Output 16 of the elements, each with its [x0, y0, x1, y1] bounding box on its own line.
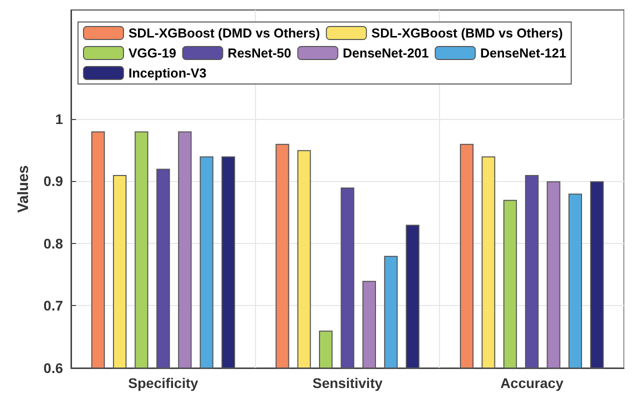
y-tick-label: 0.8 — [44, 235, 64, 252]
legend-label: VGG-19 — [128, 46, 176, 60]
y-tick-label: 0.6 — [44, 360, 64, 376]
legend-label: DenseNet-121 — [480, 46, 566, 60]
y-tick-label: 1 — [55, 110, 64, 127]
legend-label: Inception-V3 — [128, 66, 207, 80]
x-tick-label: Sensitivity — [312, 375, 383, 391]
x-tick-label: Accuracy — [500, 375, 564, 391]
y-axis-title: Values — [15, 165, 32, 213]
legend-label: SDL-XGBoost (DMD vs Others) — [128, 26, 320, 40]
x-tick-label: Specificity — [128, 375, 198, 391]
y-tick-label: 0.7 — [44, 298, 64, 314]
legend-label: DenseNet-201 — [342, 46, 429, 60]
legend-label: ResNet-50 — [228, 46, 292, 60]
legend-label: SDL-XGBoost (BMD vs Others) — [371, 26, 563, 40]
y-tick-label: 0.9 — [44, 173, 64, 190]
